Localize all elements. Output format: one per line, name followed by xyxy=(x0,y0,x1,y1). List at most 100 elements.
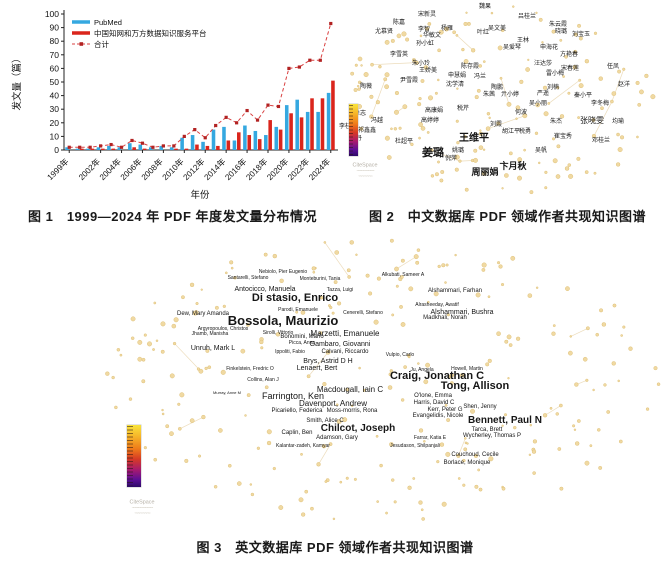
network-node xyxy=(497,45,503,51)
total-marker xyxy=(235,121,239,125)
author-label: 陈嘉 xyxy=(393,18,405,26)
network-node xyxy=(418,500,423,505)
network-edge xyxy=(456,35,474,51)
network-node xyxy=(477,468,481,472)
total-marker xyxy=(119,145,124,149)
y-tick-label: 40 xyxy=(50,91,60,101)
author-label: 王林 xyxy=(517,36,529,44)
author-label: Alshammari, Bushra xyxy=(430,309,493,316)
network-node xyxy=(585,378,589,382)
network-node xyxy=(464,437,467,440)
bar-pubmed xyxy=(180,137,184,150)
network-node xyxy=(606,410,611,414)
legend-cnki: 中国知网和万方数据知识服务平台 xyxy=(94,28,207,38)
author-label: 宋新灵 xyxy=(418,10,436,18)
network-node xyxy=(376,500,379,503)
network-node xyxy=(455,119,459,123)
network-node xyxy=(532,439,537,444)
author-label: 王维平 xyxy=(459,131,489,144)
network-node xyxy=(462,458,466,463)
author-label: 胡江平 xyxy=(502,127,520,135)
network-node xyxy=(365,273,370,278)
total-marker xyxy=(161,144,165,148)
network-node xyxy=(487,295,491,299)
bar-cnki xyxy=(299,117,304,150)
network-node xyxy=(387,385,393,390)
network-node xyxy=(427,300,430,304)
network-node xyxy=(559,38,563,42)
network-node xyxy=(306,374,311,379)
network-node xyxy=(573,428,577,431)
network-node xyxy=(622,325,626,329)
network-node xyxy=(425,362,430,368)
x-tick-label: 2022年 xyxy=(286,156,312,182)
network-node xyxy=(368,291,373,296)
network-node xyxy=(478,487,483,492)
figure2-panel: 魏果 宋新灵 吕桂兰 陈嘉 李智 杨雁 朱云霞 吴文美 尤慕贤 华敏文 叶红 晓璐 刘宝玉 王林 孙小虹 吴爱… xyxy=(335,0,670,200)
author-label: Cenerelli, Stefano xyxy=(343,310,383,316)
network-node xyxy=(573,49,578,54)
network-node xyxy=(454,167,459,172)
author-label: 陶鹏 xyxy=(491,83,503,91)
network-node xyxy=(213,485,218,489)
author-label: Dew, Mary Amanda xyxy=(177,311,230,317)
network-node xyxy=(272,466,276,471)
author-label: Santarelli, Stefano xyxy=(228,275,269,281)
network-node xyxy=(147,341,152,347)
network-node xyxy=(595,332,599,337)
network-node xyxy=(578,36,583,41)
network-node xyxy=(465,11,468,14)
x-tick-label: 2012年 xyxy=(181,156,207,182)
figure2-caption: 图 2 中文数据库 PDF 领域作者共现知识图谱 xyxy=(368,209,647,224)
network-node xyxy=(272,253,277,259)
network-node xyxy=(390,38,395,43)
network-node xyxy=(345,387,349,392)
network-node xyxy=(500,28,505,33)
network-node xyxy=(490,11,494,15)
network-node xyxy=(355,253,358,256)
total-marker xyxy=(203,136,207,140)
author-label: Finkelstein, Fredric O xyxy=(226,366,274,372)
author-label: 朱云霞 xyxy=(549,20,567,28)
network-node xyxy=(334,250,339,255)
y-tick-label: 100 xyxy=(45,9,59,19)
network-node xyxy=(357,56,363,62)
legend-pubmed: PubMed xyxy=(94,18,122,27)
x-tick-label: 2004年 xyxy=(97,156,123,182)
network-edge xyxy=(544,405,562,416)
network-node xyxy=(591,118,596,122)
network-node xyxy=(389,238,394,243)
network-edge xyxy=(179,416,204,430)
author-label: Harris, David C xyxy=(414,400,455,406)
network-node xyxy=(504,173,509,178)
network-node xyxy=(399,275,404,279)
author-label: 叶红 xyxy=(477,28,489,36)
total-marker xyxy=(99,144,103,148)
bar-pubmed xyxy=(169,147,174,150)
network-node xyxy=(386,155,392,160)
network-node xyxy=(488,456,494,462)
bar-pubmed xyxy=(295,99,299,150)
network-node xyxy=(485,126,491,131)
network-node xyxy=(425,26,430,31)
x-tick-label: 2014年 xyxy=(202,156,228,182)
author-label: Picca, Anna xyxy=(289,340,316,346)
network-node xyxy=(454,154,460,160)
network-node xyxy=(346,268,351,273)
y-tick-label: 90 xyxy=(50,23,60,33)
network-node xyxy=(572,424,576,428)
network-node xyxy=(488,116,491,120)
y-tick-label: 50 xyxy=(50,77,60,87)
network-node xyxy=(230,266,234,270)
network-edge xyxy=(324,242,350,278)
author-label: Ippoliti, Fabio xyxy=(275,349,305,355)
network-node xyxy=(363,72,369,78)
network-node xyxy=(611,91,617,96)
author-label: 刘宝玉 xyxy=(572,30,590,38)
network-node xyxy=(459,373,465,378)
bar-cnki xyxy=(195,144,199,150)
network-node xyxy=(418,97,422,101)
network-node xyxy=(311,266,316,271)
network-node xyxy=(500,283,505,287)
